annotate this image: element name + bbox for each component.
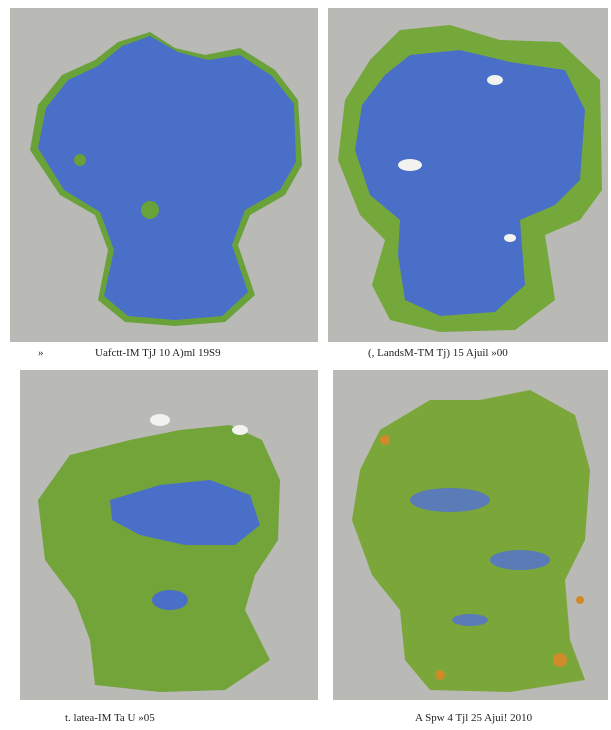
water-area — [410, 488, 490, 512]
map-panel — [10, 8, 318, 342]
vegetation-patch — [74, 154, 86, 166]
dry-patch — [435, 670, 445, 680]
water-area — [490, 550, 550, 570]
dry-patch — [576, 596, 584, 604]
figure: » Uafctt-IM TjJ 10 A)ml 19S9 (, LandsM-T… — [0, 0, 611, 730]
water-area — [452, 614, 488, 626]
panel-caption: A Spw 4 Tjl 25 Ajui! 2010 — [415, 712, 533, 724]
map-panel — [20, 370, 318, 700]
panel-caption: (, LandsM-TM Tj) 15 Ajuil »00 — [368, 347, 508, 359]
cloud — [398, 159, 422, 171]
dry-patch — [553, 653, 567, 667]
map-panel — [333, 370, 608, 700]
panel-caption: t. latea-IM Ta U »05 — [65, 712, 155, 724]
caption-marker: » — [38, 347, 44, 359]
cloud — [150, 414, 170, 426]
vegetation-patch — [141, 201, 159, 219]
cloud — [504, 234, 516, 242]
dry-patch — [380, 435, 390, 445]
map-figure: » Uafctt-IM TjJ 10 A)ml 19S9 (, LandsM-T… — [0, 0, 611, 730]
water-area — [152, 590, 188, 610]
panel-caption: Uafctt-IM TjJ 10 A)ml 19S9 — [95, 347, 221, 359]
map-panel — [328, 8, 608, 342]
cloud — [232, 425, 248, 435]
cloud — [487, 75, 503, 85]
